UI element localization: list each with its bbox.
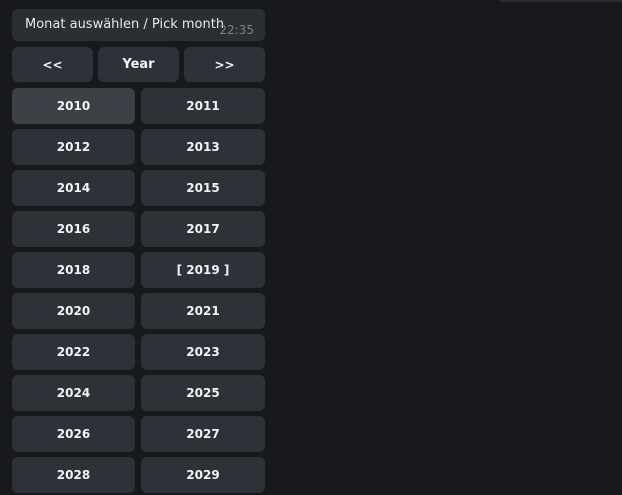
year-button[interactable]: 2020 xyxy=(12,293,135,329)
prev-year-button[interactable]: << xyxy=(12,47,93,82)
year-button[interactable]: 2022 xyxy=(12,334,135,370)
year-button[interactable]: 2027 xyxy=(141,416,265,452)
year-button[interactable]: 2011 xyxy=(141,88,265,124)
year-button[interactable]: 2014 xyxy=(12,170,135,206)
year-button[interactable]: 2021 xyxy=(141,293,265,329)
year-button[interactable]: 2023 xyxy=(141,334,265,370)
message-time: 22:35 xyxy=(219,23,254,37)
year-button[interactable]: 2018 xyxy=(12,252,135,288)
year-button[interactable]: 2025 xyxy=(141,375,265,411)
year-button[interactable]: 2017 xyxy=(141,211,265,247)
year-button[interactable]: 2024 xyxy=(12,375,135,411)
year-button[interactable]: [ 2019 ] xyxy=(141,252,265,288)
year-title-button[interactable]: Year xyxy=(98,47,179,82)
year-button[interactable]: 2010 xyxy=(12,88,135,124)
year-button[interactable]: 2012 xyxy=(12,129,135,165)
year-button[interactable]: 2026 xyxy=(12,416,135,452)
message-text: Monat auswählen / Pick month xyxy=(25,17,225,32)
year-button[interactable]: 2015 xyxy=(141,170,265,206)
year-button[interactable]: 2013 xyxy=(141,129,265,165)
next-year-button[interactable]: >> xyxy=(184,47,265,82)
top-divider xyxy=(500,0,622,2)
year-button[interactable]: 2016 xyxy=(12,211,135,247)
year-button[interactable]: 2029 xyxy=(141,457,265,493)
message-bubble: Monat auswählen / Pick month 22:35 xyxy=(12,9,265,41)
year-button[interactable]: 2028 xyxy=(12,457,135,493)
